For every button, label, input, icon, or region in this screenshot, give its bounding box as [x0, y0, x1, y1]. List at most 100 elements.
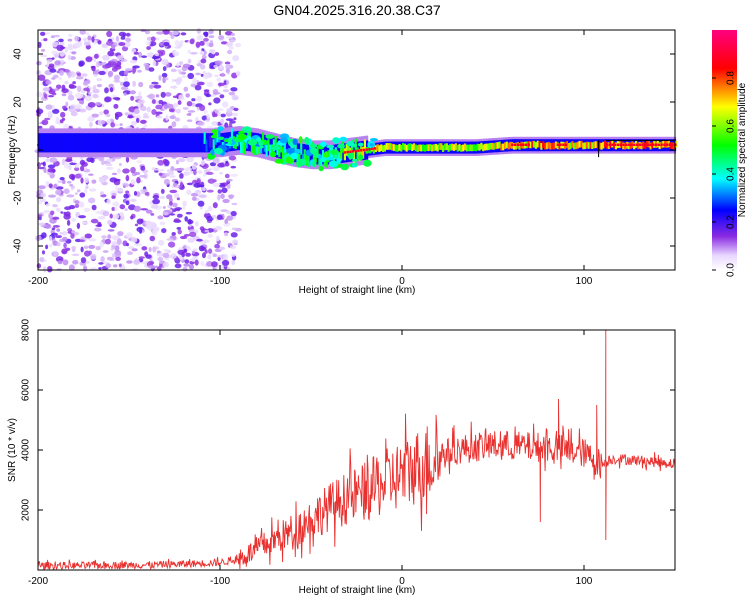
ridge-blob: [227, 137, 232, 145]
ridge-blob: [318, 154, 323, 160]
noise-point: [203, 169, 211, 173]
noise-point: [37, 201, 43, 204]
noise-point: [145, 210, 153, 214]
noise-point: [44, 93, 48, 99]
ridge-band: [123, 133, 126, 153]
noise-point: [163, 103, 169, 110]
ridge-core: [356, 147, 359, 160]
ridge-core: [281, 146, 285, 159]
noise-point: [98, 70, 106, 76]
ridge-core: [482, 144, 485, 152]
noise-point: [176, 62, 180, 67]
ridge-core: [318, 153, 321, 166]
ridge-band: [142, 133, 146, 153]
ridge-band: [145, 133, 148, 153]
noise-point: [185, 245, 191, 249]
ridge-core: [553, 142, 556, 150]
noise-point: [231, 227, 237, 230]
ridge-peak: [649, 143, 652, 146]
noise-point: [39, 257, 45, 262]
ridge-band: [79, 133, 83, 153]
noise-point: [130, 120, 138, 126]
ridge-core: [458, 144, 461, 151]
x-tick-label: 100: [576, 576, 593, 587]
noise-point: [122, 81, 130, 87]
noise-point: [199, 50, 205, 56]
ridge-band: [77, 133, 80, 153]
ridge-core: [392, 144, 396, 151]
ridge-peak: [660, 143, 663, 146]
ridge-core: [554, 141, 558, 149]
ridge-core: [394, 144, 397, 152]
ridge-core: [321, 150, 325, 162]
noise-point: [157, 159, 164, 166]
ridge-core: [425, 144, 428, 152]
ridge-core: [483, 143, 487, 151]
noise-point: [179, 40, 184, 44]
noise-point: [217, 246, 226, 251]
noise-point: [161, 59, 169, 66]
ridge-core: [536, 140, 539, 148]
noise-point: [228, 195, 234, 200]
ridge-peak: [527, 143, 530, 146]
ridge-core: [440, 143, 443, 150]
noise-point: [151, 81, 159, 85]
noise-point: [140, 165, 146, 171]
ridge-core: [467, 144, 470, 152]
noise-point: [143, 124, 148, 128]
ridge-core: [462, 144, 465, 152]
noise-point: [225, 160, 229, 164]
noise-point: [43, 38, 48, 42]
noise-point: [202, 71, 207, 74]
noise-point: [111, 195, 116, 199]
noise-point: [222, 101, 229, 108]
noise-point: [97, 40, 102, 45]
ridge-band: [53, 133, 56, 153]
noise-point: [45, 158, 50, 163]
noise-point: [197, 170, 203, 174]
ridge-blob: [296, 159, 302, 168]
noise-point: [72, 260, 79, 265]
noise-point: [76, 189, 81, 193]
noise-point: [117, 168, 121, 174]
noise-point: [117, 231, 124, 237]
ridge-core: [449, 143, 452, 151]
ridge-core: [409, 143, 412, 150]
ridge-core: [507, 142, 510, 150]
ridge-core: [345, 143, 348, 156]
noise-point: [118, 263, 122, 268]
noise-point: [162, 206, 166, 209]
ridge-band: [90, 133, 93, 153]
ridge-band: [173, 133, 176, 153]
ridge-core: [212, 139, 215, 152]
noise-point: [219, 184, 226, 188]
ridge-core: [398, 144, 401, 151]
noise-point: [190, 52, 198, 55]
noise-point: [196, 238, 203, 242]
ridge-band: [51, 133, 54, 153]
noise-point: [97, 216, 106, 220]
noise-point: [74, 192, 78, 195]
ridge-core: [269, 144, 272, 157]
noise-point: [163, 178, 170, 185]
noise-point: [35, 108, 44, 115]
noise-point: [76, 222, 81, 229]
noise-point: [220, 209, 229, 212]
noise-point: [40, 31, 46, 36]
noise-point: [125, 200, 130, 206]
noise-point: [211, 261, 218, 268]
noise-point: [151, 56, 160, 60]
noise-point: [172, 95, 179, 99]
noise-point: [200, 246, 207, 251]
noise-point: [139, 175, 146, 178]
noise-point: [207, 254, 212, 260]
noise-point: [170, 68, 177, 73]
noise-point: [160, 91, 166, 98]
ridge-blob: [313, 150, 319, 159]
noise-point: [91, 65, 96, 72]
noise-point: [59, 51, 65, 57]
noise-point: [89, 253, 97, 260]
spectrogram-x-label: Height of straight line (km): [299, 285, 416, 296]
ridge-band: [155, 133, 159, 153]
x-tick-label: 0: [399, 276, 405, 287]
